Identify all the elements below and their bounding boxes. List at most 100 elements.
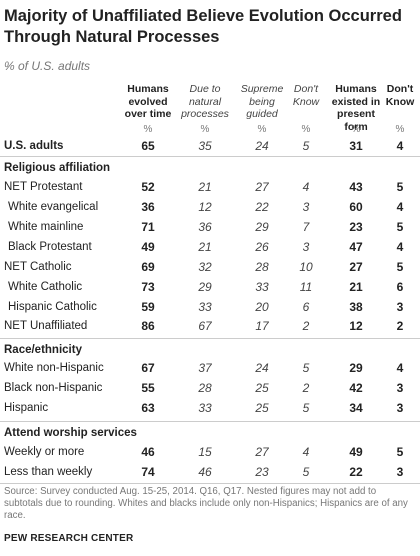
- cell-supreme: 28: [255, 260, 269, 274]
- cell-dk2: 4: [396, 361, 404, 375]
- cell-natural: 32: [198, 260, 212, 274]
- row-label: Less than weekly: [4, 466, 93, 478]
- cell-dk1: 3: [302, 200, 310, 214]
- cell-humans_evolved: 73: [141, 280, 155, 294]
- cell-humans_evolved: 46: [141, 445, 155, 459]
- column-header-dk1: Don't Know: [292, 83, 320, 108]
- cell-supreme: 26: [255, 240, 269, 254]
- row-label: NET Unaffiliated: [4, 320, 88, 332]
- bottom-rule: [0, 483, 420, 484]
- cell-natural: 21: [198, 180, 212, 194]
- pew-brand: PEW RESEARCH CENTER: [4, 533, 134, 544]
- cell-present_form: 47: [349, 240, 363, 254]
- cell-dk2: 3: [396, 401, 404, 415]
- cell-dk2: 3: [396, 381, 404, 395]
- cell-present_form: 23: [349, 220, 363, 234]
- cell-humans_evolved: 65: [141, 139, 155, 153]
- cell-humans_evolved: 36: [141, 200, 155, 214]
- section-header: Attend worship services: [4, 427, 137, 439]
- row-label: Weekly or more: [4, 446, 85, 458]
- cell-natural: 46: [198, 465, 212, 479]
- cell-dk1: 5: [302, 139, 310, 153]
- row-label: White non-Hispanic: [4, 362, 104, 374]
- cell-dk2: 3: [396, 465, 404, 479]
- cell-supreme: 23: [255, 465, 269, 479]
- cell-dk1: 4: [302, 180, 310, 194]
- cell-dk2: 5: [396, 445, 404, 459]
- cell-natural: 21: [198, 240, 212, 254]
- cell-supreme: 17: [255, 319, 269, 333]
- cell-supreme: 27: [255, 180, 269, 194]
- cell-natural: 33: [198, 401, 212, 415]
- unit-label-dk1: %: [301, 124, 311, 135]
- cell-present_form: 42: [349, 381, 363, 395]
- cell-humans_evolved: 67: [141, 361, 155, 375]
- chart-subtitle: % of U.S. adults: [4, 59, 91, 73]
- cell-dk2: 4: [396, 200, 404, 214]
- cell-dk2: 4: [396, 139, 404, 153]
- cell-present_form: 12: [349, 319, 363, 333]
- cell-humans_evolved: 86: [141, 319, 155, 333]
- cell-dk2: 6: [396, 280, 404, 294]
- cell-dk2: 5: [396, 180, 404, 194]
- cell-natural: 33: [198, 300, 212, 314]
- cell-humans_evolved: 55: [141, 381, 155, 395]
- cell-natural: 12: [198, 200, 212, 214]
- cell-present_form: 21: [349, 280, 363, 294]
- cell-humans_evolved: 71: [141, 220, 155, 234]
- cell-dk2: 5: [396, 260, 404, 274]
- cell-supreme: 24: [255, 139, 269, 153]
- cell-dk1: 2: [302, 319, 310, 333]
- row-label: White mainline: [8, 221, 84, 233]
- cell-natural: 67: [198, 319, 212, 333]
- unit-label-humans_evolved: %: [143, 124, 153, 135]
- cell-dk1: 5: [302, 401, 310, 415]
- cell-dk2: 5: [396, 220, 404, 234]
- cell-dk1: 7: [302, 220, 310, 234]
- cell-dk1: 2: [302, 381, 310, 395]
- cell-supreme: 29: [255, 220, 269, 234]
- cell-natural: 15: [198, 445, 212, 459]
- row-label: White evangelical: [8, 201, 99, 213]
- cell-dk1: 10: [299, 260, 313, 274]
- column-header-supreme: Supreme being guided: [240, 83, 284, 120]
- cell-dk1: 11: [299, 280, 313, 294]
- cell-natural: 37: [198, 361, 212, 375]
- cell-humans_evolved: 59: [141, 300, 155, 314]
- cell-present_form: 22: [349, 465, 363, 479]
- unit-label-present_form: %: [351, 124, 361, 135]
- divider-2: [0, 421, 420, 422]
- cell-supreme: 22: [255, 200, 269, 214]
- section-header: Race/ethnicity: [4, 344, 82, 356]
- cell-present_form: 43: [349, 180, 363, 194]
- divider-1: [0, 338, 420, 339]
- cell-dk1: 4: [302, 445, 310, 459]
- row-label: Hispanic: [4, 402, 49, 414]
- cell-natural: 36: [198, 220, 212, 234]
- column-header-humans_evolved: Humans evolved over time: [124, 83, 172, 120]
- cell-dk1: 5: [302, 361, 310, 375]
- unit-label-supreme: %: [257, 124, 267, 135]
- cell-dk1: 6: [302, 300, 310, 314]
- cell-present_form: 38: [349, 300, 363, 314]
- cell-supreme: 25: [255, 381, 269, 395]
- cell-present_form: 60: [349, 200, 363, 214]
- cell-dk2: 4: [396, 240, 404, 254]
- unit-label-dk2: %: [395, 124, 405, 135]
- cell-present_form: 34: [349, 401, 363, 415]
- source-note: Source: Survey conducted Aug. 15-25, 201…: [4, 486, 408, 521]
- cell-present_form: 31: [349, 139, 363, 153]
- cell-dk2: 2: [396, 319, 404, 333]
- cell-humans_evolved: 74: [141, 465, 155, 479]
- row-label: NET Protestant: [4, 181, 83, 193]
- row-label: White Catholic: [8, 281, 83, 293]
- chart-title: Majority of Unaffiliated Believe Evoluti…: [4, 7, 402, 46]
- row-label: Hispanic Catholic: [8, 301, 97, 313]
- unit-label-natural: %: [200, 124, 210, 135]
- row-label: Black non-Hispanic: [4, 382, 103, 394]
- cell-supreme: 33: [255, 280, 269, 294]
- section-header: Religious affiliation: [4, 162, 111, 174]
- cell-supreme: 27: [255, 445, 269, 459]
- column-header-dk2: Don't Know: [385, 83, 415, 108]
- row-label: Black Protestant: [8, 241, 92, 253]
